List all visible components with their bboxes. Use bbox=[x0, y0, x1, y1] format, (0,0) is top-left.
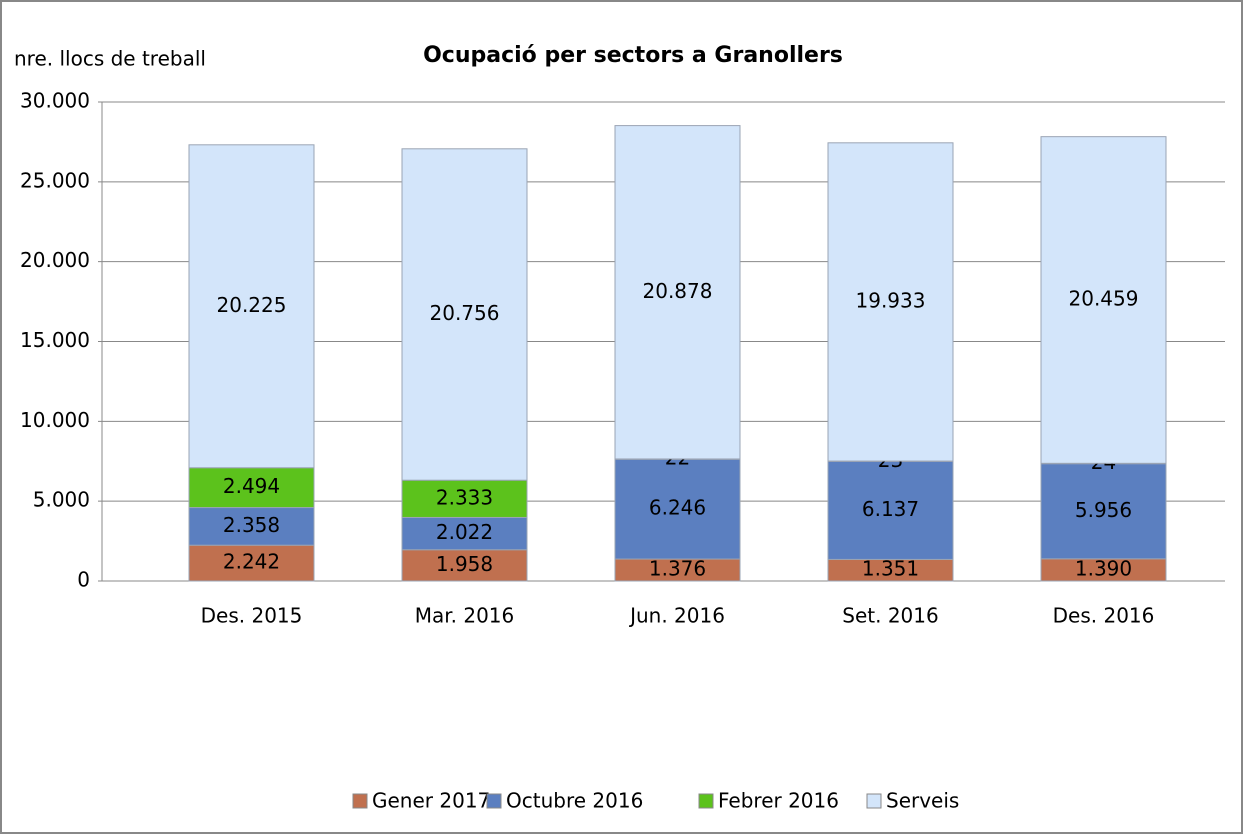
bar-segment bbox=[614, 458, 741, 560]
data-label: 20.459 bbox=[1069, 286, 1139, 310]
legend-label: Octubre 2016 bbox=[506, 789, 643, 813]
data-label: 1.958 bbox=[436, 552, 493, 576]
legend-label: Serveis bbox=[886, 789, 959, 813]
data-label: 2.358 bbox=[223, 513, 280, 537]
data-label: 1.376 bbox=[649, 557, 706, 581]
data-label: 2.333 bbox=[436, 485, 493, 509]
data-label: 1.351 bbox=[862, 557, 919, 581]
y-tick-label: 25.000 bbox=[20, 168, 90, 192]
data-label: 2.242 bbox=[223, 550, 280, 574]
bar-segment bbox=[188, 467, 315, 509]
data-label: 19.933 bbox=[856, 288, 926, 312]
bar-segment bbox=[188, 144, 315, 469]
bar-segment bbox=[1040, 463, 1167, 560]
y-tick-label: 15.000 bbox=[20, 328, 90, 352]
bar-segment bbox=[614, 125, 741, 460]
data-label: 1.390 bbox=[1075, 556, 1132, 580]
x-tick-label: Des. 2015 bbox=[201, 604, 303, 628]
y-tick-label: 20.000 bbox=[20, 248, 90, 272]
bar-segment bbox=[401, 479, 528, 518]
data-label: 5.956 bbox=[1075, 498, 1132, 522]
y-tick-label: 30.000 bbox=[20, 89, 90, 113]
y-tick-label: 0 bbox=[77, 568, 90, 592]
legend-swatch bbox=[486, 793, 502, 809]
legend-label: Febrer 2016 bbox=[718, 789, 839, 813]
data-label: 2.022 bbox=[436, 520, 493, 544]
y-axis-label: nre. llocs de treball bbox=[14, 47, 206, 71]
legend-swatch bbox=[352, 793, 368, 809]
data-label: 6.137 bbox=[862, 497, 919, 521]
bar-segment bbox=[1040, 136, 1167, 464]
legend-label: Gener 2017 bbox=[372, 789, 490, 813]
bar-segment bbox=[188, 544, 315, 582]
x-tick-label: Des. 2016 bbox=[1053, 604, 1155, 628]
data-label: 20.756 bbox=[430, 301, 500, 325]
x-tick-label: Jun. 2016 bbox=[628, 604, 725, 628]
legend-swatch bbox=[866, 793, 882, 809]
bar-segment bbox=[401, 148, 528, 481]
x-tick-label: Mar. 2016 bbox=[415, 604, 515, 628]
chart-title: Ocupació per sectors a Granollers bbox=[423, 43, 843, 68]
data-label: 6.246 bbox=[649, 496, 706, 520]
data-label: 20.878 bbox=[643, 279, 713, 303]
bar-segment bbox=[188, 507, 315, 546]
y-tick-label: 10.000 bbox=[20, 408, 90, 432]
y-tick-label: 5.000 bbox=[33, 488, 90, 512]
x-tick-label: Set. 2016 bbox=[842, 604, 938, 628]
data-label: 20.225 bbox=[217, 293, 287, 317]
legend-swatch bbox=[698, 793, 714, 809]
bar-segment bbox=[827, 142, 954, 462]
data-label: 2.494 bbox=[223, 474, 280, 498]
